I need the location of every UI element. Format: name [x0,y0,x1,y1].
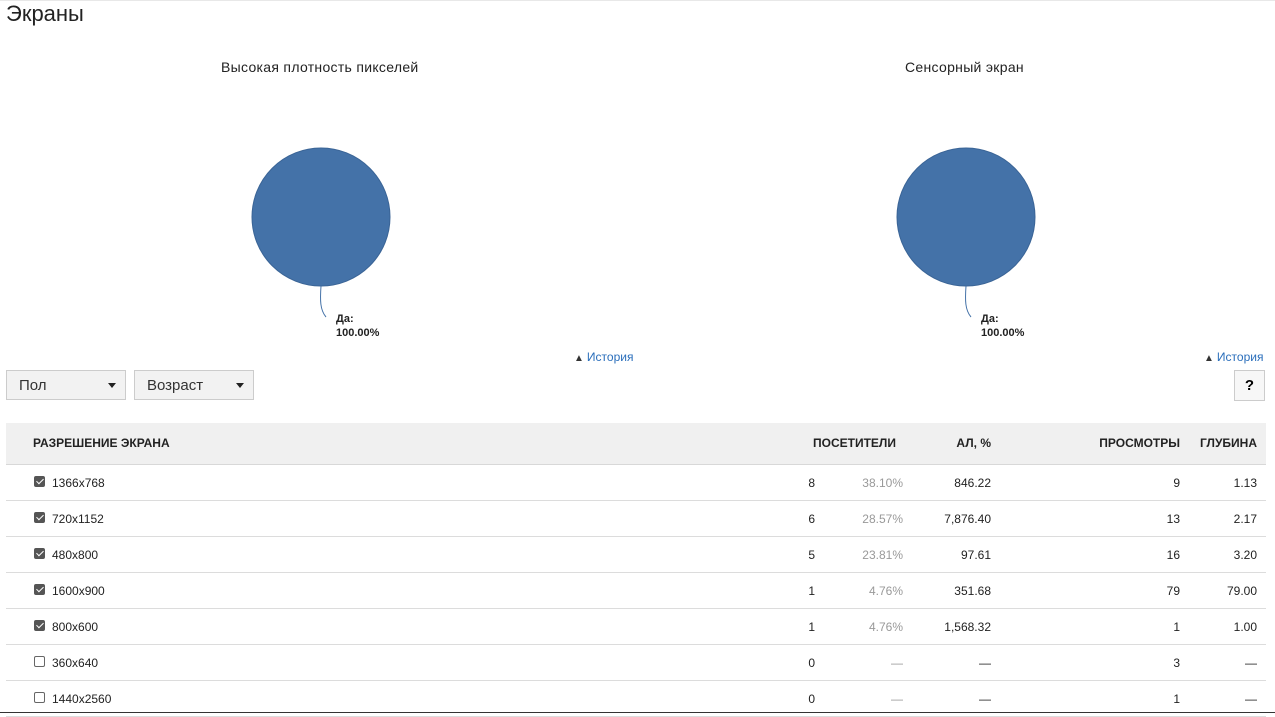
cell-visitors-share: — [891,692,903,706]
pie-data-label-value: 100.00% [336,327,380,339]
cell-depth: 1.13 [1233,476,1257,490]
cell-resolution: 1600x900 [52,584,105,598]
pie-slice-yes[interactable] [251,147,391,287]
age-filter-label: Возраст [147,377,204,394]
cell-visitors-share: 38.10% [862,476,903,490]
pie-label-connector [965,285,972,318]
cell-visitors: 6 [808,512,815,526]
col-depth[interactable]: ГЛУБИНА [1200,436,1257,450]
gender-filter-label: Пол [19,377,47,394]
cell-visitors-share: 23.81% [862,548,903,562]
cell-resolution: 480x800 [52,548,99,562]
cell-depth: 3.20 [1233,548,1257,562]
cell-depth: 2.17 [1233,512,1257,526]
pie-data-label-name: Да: [981,313,999,325]
table-header: РАЗРЕШЕНИЕ ЭКРАНА ПОСЕТИТЕЛИ АЛ, % ПРОСМ… [6,423,1266,465]
chart-title-touchscreen: Сенсорный экран [905,59,1024,75]
cell-al: 97.61 [960,548,991,562]
page-title: Экраны [6,1,84,26]
cell-resolution: 720x1152 [52,512,104,526]
cell-visitors: 1 [808,620,815,634]
row-checkbox[interactable] [34,476,45,487]
col-views[interactable]: ПРОСМОТРЫ [1099,436,1180,450]
row-checkbox[interactable] [34,692,45,703]
history-link-pixel-density[interactable]: ▲ История [574,350,633,364]
cell-visitors: 8 [808,476,815,490]
table-row[interactable]: 480x800 5 23.81% 97.61 16 3.20 [6,537,1266,573]
cell-al: 7,876.40 [944,512,991,526]
cell-views: 79 [1166,584,1180,598]
cell-depth: 1.00 [1233,620,1257,634]
cell-views: 1 [1173,692,1180,706]
pie-data-label-name: Да: [336,313,354,325]
pie-chart-touchscreen [896,147,1036,318]
caret-down-icon [108,383,116,388]
cell-visitors-share: 4.76% [868,620,903,634]
gender-filter-dropdown[interactable]: Пол [6,370,126,400]
cell-views: 16 [1166,548,1180,562]
cell-depth: — [1245,692,1257,706]
table-row[interactable]: 1366x768 8 38.10% 846.22 9 1.13 [6,465,1266,501]
cell-resolution: 1440x2560 [52,692,112,706]
cell-al: 351.68 [954,584,991,598]
top-border [0,0,1275,1]
cell-depth: 79.00 [1226,584,1257,598]
cell-views: 1 [1173,620,1180,634]
col-resolution[interactable]: РАЗРЕШЕНИЕ ЭКРАНА [33,436,170,450]
cell-visitors-share: 28.57% [862,512,903,526]
cell-visitors: 0 [808,692,815,706]
table-row[interactable]: 720x1152 6 28.57% 7,876.40 13 2.17 [6,501,1266,537]
chart-title-pixel-density: Высокая плотность пикселей [221,59,419,75]
row-checkbox[interactable] [34,512,45,523]
cell-views: 3 [1173,656,1180,670]
table-row[interactable]: 1600x900 1 4.76% 351.68 79 79.00 [6,573,1266,609]
row-checkbox[interactable] [34,584,45,595]
cell-al: 1,568.32 [944,620,991,634]
cell-views: 9 [1173,476,1180,490]
cell-resolution: 800x600 [52,620,99,634]
cell-visitors: 0 [808,656,815,670]
cell-visitors: 5 [808,548,815,562]
cell-visitors: 1 [808,584,815,598]
cell-al: — [979,692,991,706]
col-al[interactable]: АЛ, % [956,436,991,450]
cell-visitors-share: — [891,656,903,670]
age-filter-dropdown[interactable]: Возраст [134,370,254,400]
history-link-label: История [1216,350,1264,364]
cell-resolution: 1366x768 [52,476,105,490]
cell-views: 13 [1166,512,1180,526]
cell-visitors-share: 4.76% [868,584,903,598]
row-checkbox[interactable] [34,620,45,631]
cell-al: 846.22 [954,476,991,490]
pie-slice-yes[interactable] [896,147,1036,287]
history-link-label: История [586,350,634,364]
pie-chart-pixel-density [251,147,391,318]
history-link-touchscreen[interactable]: ▲ История [1204,350,1263,364]
table-row[interactable]: 360x640 0 — — 3 — [6,645,1266,681]
col-visitors[interactable]: ПОСЕТИТЕЛИ [813,436,896,450]
pie-data-label: Да: 100.00% [981,312,1024,340]
cell-resolution: 360x640 [52,656,99,670]
chevron-up-icon: ▲ [574,353,584,364]
help-button[interactable]: ? [1234,370,1265,401]
pie-label-connector [320,285,327,318]
chevron-up-icon: ▲ [1204,353,1214,364]
row-checkbox[interactable] [34,548,45,559]
pie-data-label: Да: 100.00% [336,312,379,340]
table-row[interactable]: 800x600 1 4.76% 1,568.32 1 1.00 [6,609,1266,645]
pie-data-label-value: 100.00% [981,327,1025,339]
cell-al: — [979,656,991,670]
cell-depth: — [1245,656,1257,670]
caret-down-icon [236,383,244,388]
row-checkbox[interactable] [34,656,45,667]
